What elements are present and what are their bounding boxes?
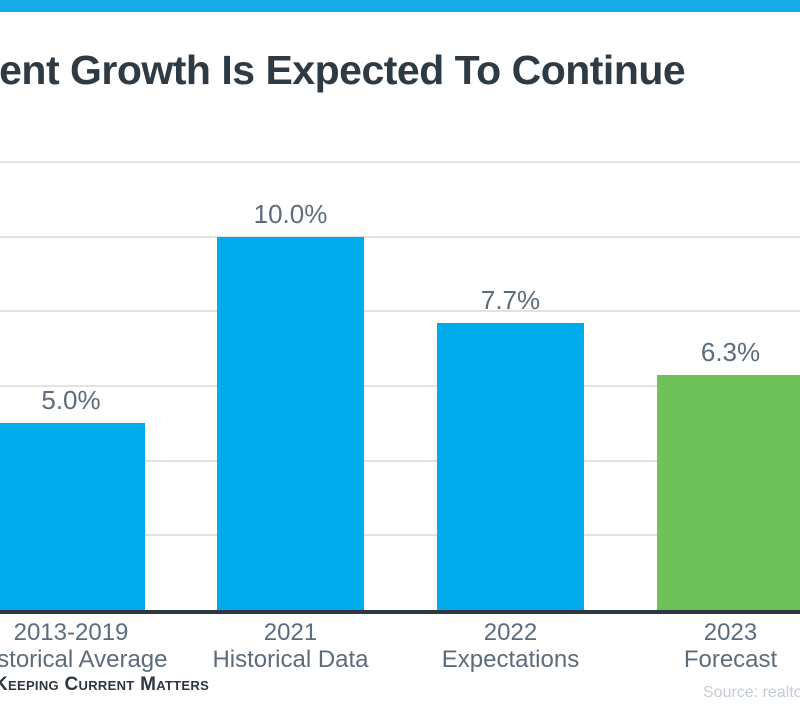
gridline-10pct xyxy=(0,235,800,238)
bar-category-label: 2022 Expectations xyxy=(361,619,661,673)
x-axis-line xyxy=(0,610,800,614)
bar-value-label: 7.7% xyxy=(480,284,541,315)
bar-2013-2019 xyxy=(0,423,145,610)
gridline-12pct xyxy=(0,161,800,164)
gridline-8pct xyxy=(0,310,800,313)
top-accent-bar xyxy=(0,0,800,12)
bar-category-label: 2023 Forecast xyxy=(581,619,800,673)
bar-category-label: 2021 Historical Data xyxy=(141,619,441,673)
page-title: Rent Growth Is Expected To Continue xyxy=(0,47,686,93)
bar-value-label: 10.0% xyxy=(253,198,328,229)
bar-value-label: 5.0% xyxy=(41,385,101,416)
source-attribution: Source: realto xyxy=(703,684,800,701)
kcm-logo: Keeping Current Matters xyxy=(0,674,210,695)
bar-2021 xyxy=(217,236,364,610)
bar-category-label: 2013-2019Historical Average xyxy=(0,619,221,673)
category-line1: 2021 xyxy=(263,619,318,646)
category-line2: Historical Average xyxy=(0,646,168,673)
category-line2: Forecast xyxy=(683,646,778,673)
category-line2: Historical Data xyxy=(212,646,369,673)
category-line1: 2023 xyxy=(703,619,758,646)
bar-2022 xyxy=(437,322,584,610)
bar-2023 xyxy=(657,374,800,610)
gridline-4pct xyxy=(0,459,800,462)
gridline-6pct xyxy=(0,385,800,388)
category-line2: Expectations xyxy=(441,646,580,673)
gridline-2pct xyxy=(0,534,800,537)
category-line1: 2022 xyxy=(483,619,538,646)
category-line1: 2013-2019 xyxy=(13,619,129,646)
bar-value-label: 6.3% xyxy=(700,336,761,367)
